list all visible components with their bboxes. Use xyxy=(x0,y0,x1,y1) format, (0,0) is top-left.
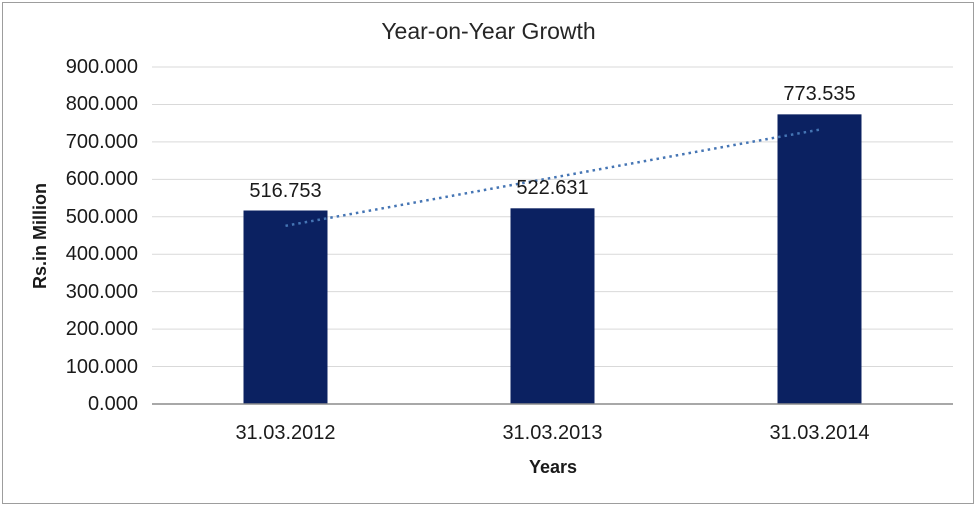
y-tick-label: 100.000 xyxy=(65,355,138,378)
data-label: 516.753 xyxy=(249,179,322,202)
y-tick-label: 300.000 xyxy=(65,280,138,303)
y-tick-label: 400.000 xyxy=(65,243,138,266)
y-tick-label: 800.000 xyxy=(65,93,138,116)
y-tick-label: 600.000 xyxy=(65,168,138,191)
bar xyxy=(777,114,862,404)
bar xyxy=(510,208,595,404)
x-tick-label: 31.03.2013 xyxy=(502,422,603,444)
chart-title: Year-on-Year Growth xyxy=(381,18,596,44)
y-tick-label: 700.000 xyxy=(65,130,138,153)
y-tick-label: 500.000 xyxy=(65,205,138,228)
data-label: 522.631 xyxy=(516,177,589,200)
y-tick-label: 200.000 xyxy=(65,318,138,341)
y-tick-label: 0.000 xyxy=(87,393,138,415)
data-label: 773.535 xyxy=(783,83,856,106)
x-tick-label: 31.03.2014 xyxy=(769,422,870,444)
y-tick-label: 900.000 xyxy=(65,56,138,78)
x-tick-label: 31.03.2012 xyxy=(235,422,336,444)
x-axis-title: Years xyxy=(528,457,578,477)
bar xyxy=(243,210,328,404)
